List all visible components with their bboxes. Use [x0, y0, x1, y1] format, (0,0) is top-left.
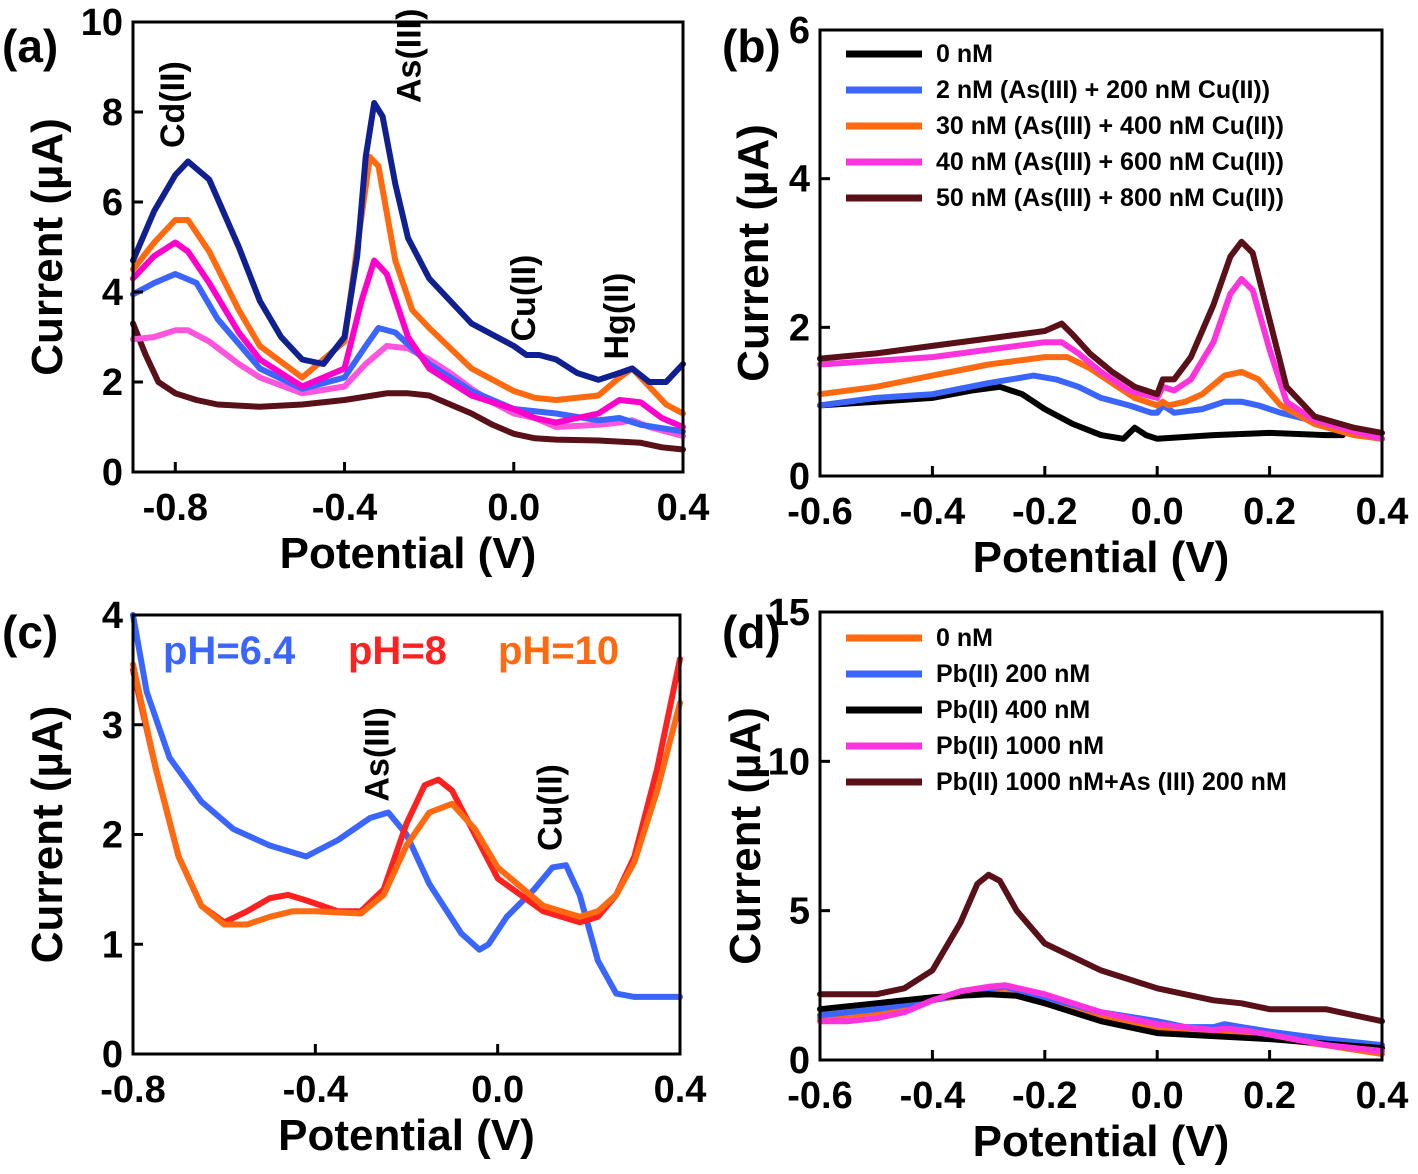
y-tick-label: 5: [789, 891, 810, 933]
y-tick-label: 0: [102, 452, 123, 494]
legend-text-entry: pH=10: [498, 629, 619, 673]
y-tick-label: 1: [102, 924, 123, 966]
legend-entry: 0 nM: [936, 40, 993, 68]
x-tick-label: -0.4: [283, 1069, 348, 1111]
x-tick-label: -0.4: [900, 1075, 965, 1117]
x-tick-label: -0.6: [787, 1075, 852, 1117]
x-axis-label: Potential (V): [280, 529, 537, 578]
x-tick-label: 0.0: [471, 1069, 524, 1111]
x-tick-label: -0.4: [900, 491, 965, 533]
series-line-5: [130, 100, 686, 385]
legend-entry: Pb(II) 1000 nM: [936, 732, 1104, 760]
series-line-2: [817, 991, 1385, 1052]
legend-entry: Pb(II) 1000 nM+As (III) 200 nM: [936, 768, 1287, 796]
y-tick-label: 6: [789, 10, 810, 52]
x-tick-label: -0.2: [1012, 491, 1077, 533]
legend-entry: 0 nM: [936, 624, 993, 652]
y-tick-label: 10: [81, 2, 123, 44]
series-line-3: [817, 276, 1385, 442]
y-tick-label: 2: [789, 307, 810, 349]
peak-annotation: As(III): [391, 9, 429, 103]
peak-annotation: Hg(II): [598, 273, 636, 360]
y-tick-label: 8: [102, 92, 123, 134]
series-line-1: [817, 372, 1385, 442]
y-tick-label: 0: [102, 1034, 123, 1076]
series-line-4: [817, 238, 1385, 436]
legend-text-entry: pH=6.4: [163, 629, 296, 673]
x-axis-label: Potential (V): [973, 1117, 1230, 1166]
y-tick-label: 4: [102, 272, 123, 314]
y-axis-label: Current (µA): [721, 707, 770, 965]
x-tick-label: -0.8: [143, 487, 208, 529]
y-tick-label: 0: [789, 1040, 810, 1082]
y-tick-label: 6: [102, 182, 123, 224]
series-line-2: [130, 661, 683, 928]
x-tick-label: 0.0: [1131, 1075, 1184, 1117]
panel-label: (a): [2, 20, 58, 72]
x-tick-label: 0.4: [657, 487, 710, 529]
panel-label: (d): [722, 606, 781, 658]
series-line-4: [130, 154, 686, 417]
plot-frame: [131, 20, 685, 474]
x-tick-label: 0.2: [1243, 491, 1296, 533]
y-tick-label: 4: [102, 595, 123, 637]
panel-0: -0.8 -0.4 0.0 0.4 0 2 4 6 8 10 Potential (V) Curren…: [2, 2, 709, 578]
x-tick-label: 0.4: [1356, 1075, 1409, 1117]
series-line-0: [130, 320, 686, 453]
legend-entry: 50 nM (As(III) + 800 nM Cu(II)): [936, 184, 1284, 212]
peak-annotation: Cu(II): [505, 255, 543, 342]
peak-annotation: As(III): [358, 707, 396, 801]
x-tick-label: 0.4: [654, 1069, 707, 1111]
series-line-2: [817, 354, 1385, 442]
legend-entry: Pb(II) 400 nM: [936, 696, 1090, 724]
y-tick-label: 0: [789, 456, 810, 498]
peak-annotation: Cu(II): [531, 764, 569, 851]
panel-1: -0.6 -0.4 -0.2 0.0 0.2 0.4 0 2 4 6 Potential (V) Cu…: [722, 10, 1408, 582]
x-tick-label: -0.8: [100, 1069, 165, 1111]
panel-3: -0.6 -0.4 -0.2 0.0 0.2 0.4 0 5 10 15 Potential (V)…: [721, 592, 1408, 1166]
peak-annotation: Cd(II): [154, 61, 192, 148]
panel-label: (c): [2, 606, 58, 658]
series-line-0: [130, 612, 683, 1000]
x-tick-label: -0.6: [787, 491, 852, 533]
legend-entry: Pb(II) 200 nM: [936, 660, 1090, 688]
x-axis-label: Potential (V): [973, 533, 1230, 582]
panel-label: (b): [722, 20, 781, 72]
series-line-4: [817, 871, 1385, 1025]
plot-frame: [818, 28, 1384, 478]
x-tick-label: 0.2: [1243, 1075, 1296, 1117]
x-tick-label: -0.2: [1012, 1075, 1077, 1117]
x-tick-label: 0.0: [1131, 491, 1184, 533]
x-tick-label: 0.0: [487, 487, 540, 529]
legend-entry: 2 nM (As(III) + 200 nM Cu(II)): [936, 76, 1270, 104]
y-axis-label: Current (µA): [23, 118, 72, 376]
y-tick-label: 4: [789, 159, 810, 201]
series-line-1: [130, 655, 683, 926]
y-tick-label: 15: [768, 592, 810, 634]
x-tick-label: 0.4: [1356, 491, 1409, 533]
panel-2: -0.8 -0.4 0.0 0.4 0 1 2 3 4 Potential (V) Current …: [2, 595, 706, 1160]
y-tick-label: 2: [102, 815, 123, 857]
legend-entry: 40 nM (As(III) + 600 nM Cu(II)): [936, 148, 1284, 176]
legend-text-entry: pH=8: [348, 629, 447, 673]
y-tick-label: 3: [102, 705, 123, 747]
y-axis-label: Current (µA): [23, 706, 72, 964]
series-line-3: [817, 982, 1385, 1054]
x-axis-label: Potential (V): [278, 1111, 535, 1160]
legend-entry: 30 nM (As(III) + 400 nM Cu(II)): [936, 112, 1284, 140]
y-tick-label: 2: [102, 362, 123, 404]
x-tick-label: -0.4: [312, 487, 377, 529]
series-line-0: [817, 383, 1346, 442]
y-axis-label: Current (µA): [729, 124, 778, 382]
series-line-3: [130, 239, 686, 430]
plot-frame: [818, 610, 1384, 1062]
series-line-2: [130, 271, 686, 435]
y-tick-label: 10: [768, 741, 810, 783]
